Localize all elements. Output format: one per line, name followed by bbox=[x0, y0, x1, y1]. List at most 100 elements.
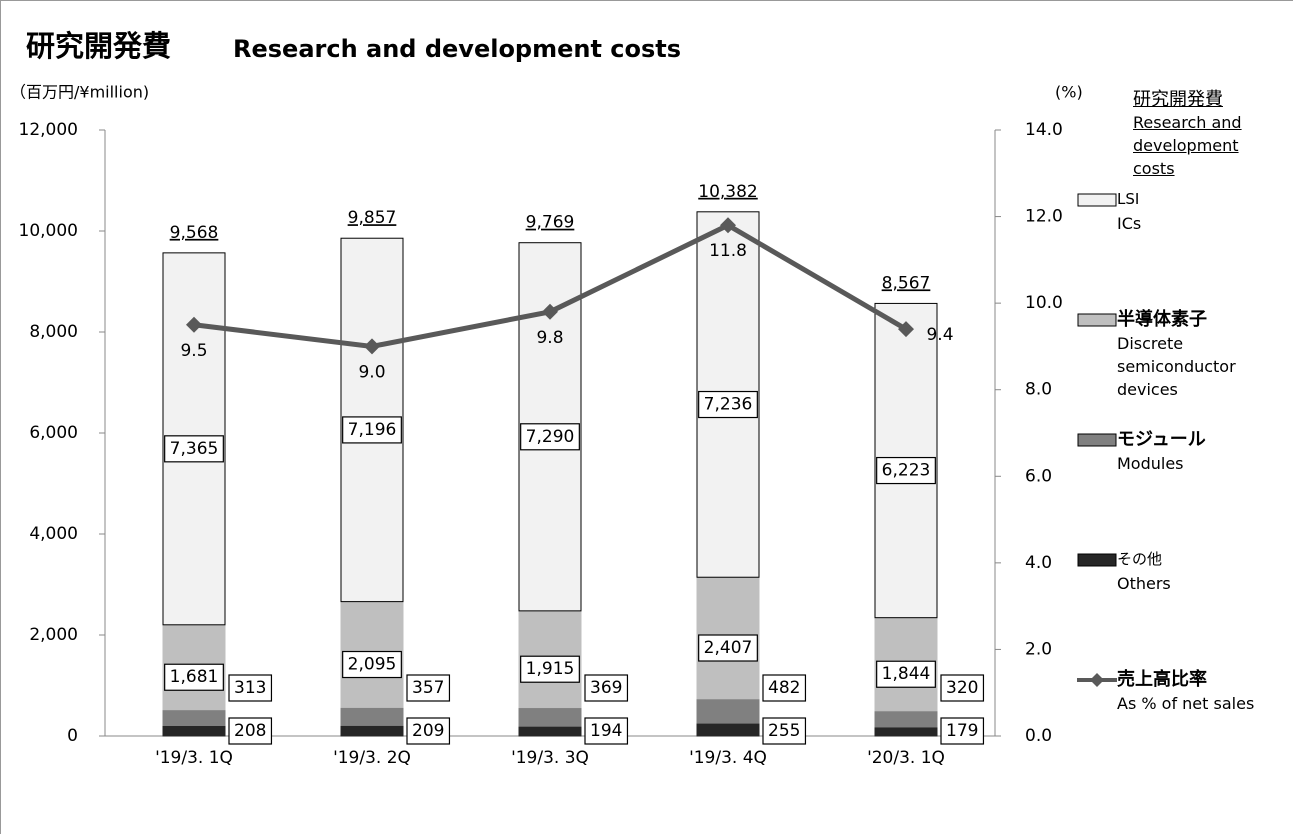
data-label-box bbox=[164, 435, 224, 463]
legend-name-en: Others bbox=[1117, 574, 1171, 593]
bar-segment bbox=[696, 698, 760, 724]
y2-axis-label: (%) bbox=[1055, 83, 1083, 102]
y2-tick-label: 6.0 bbox=[1025, 466, 1052, 486]
line-label: 9.0 bbox=[358, 362, 385, 382]
data-label-box bbox=[698, 390, 758, 419]
data-label-text: 320 bbox=[946, 678, 978, 698]
y2-tick-label: 8.0 bbox=[1025, 380, 1052, 400]
legend-name: モジュール bbox=[1117, 429, 1206, 450]
line-marker bbox=[898, 321, 914, 338]
x-tick-label: '19/3. 4Q bbox=[689, 748, 767, 768]
data-label-text: 7,236 bbox=[704, 395, 753, 415]
bar-segment bbox=[696, 722, 760, 737]
data-label-box bbox=[228, 674, 273, 702]
data-label: 320 bbox=[940, 674, 985, 702]
line-marker bbox=[720, 217, 736, 234]
data-label: 7,196 bbox=[342, 416, 402, 444]
data-label: 1,681 bbox=[164, 663, 224, 691]
line-label: 11.8 bbox=[709, 241, 747, 261]
data-label-text: 208 bbox=[234, 721, 266, 741]
data-label-box bbox=[762, 717, 807, 745]
line-marker bbox=[542, 303, 558, 320]
data-label-box bbox=[164, 663, 224, 691]
data-label-box bbox=[940, 717, 985, 745]
data-label-text: 2,407 bbox=[704, 638, 753, 658]
data-label: 6,223 bbox=[876, 456, 936, 485]
data-label-text: 209 bbox=[412, 721, 444, 741]
total-label: 9,568 bbox=[170, 223, 219, 243]
y2-tick-label: 14.0 bbox=[1025, 120, 1063, 140]
data-label-box bbox=[342, 650, 402, 679]
data-label: 1,915 bbox=[520, 655, 580, 683]
chart-title-en: Research and development costs bbox=[233, 35, 681, 63]
data-label-text: 7,196 bbox=[348, 420, 397, 440]
legend-name-en: ICs bbox=[1117, 214, 1142, 233]
bar-segment bbox=[340, 724, 404, 737]
data-label: 2,095 bbox=[342, 650, 402, 679]
bar-segment bbox=[340, 706, 404, 726]
bar-segment bbox=[874, 726, 938, 737]
legend-name-en: Discrete semiconductor devices bbox=[1117, 334, 1236, 399]
y-tick-label: 6,000 bbox=[29, 423, 78, 443]
line-label: 9.5 bbox=[180, 341, 207, 361]
y2-tick-label: 2.0 bbox=[1025, 639, 1052, 659]
total-label: 9,769 bbox=[526, 213, 575, 233]
y-tick-label: 4,000 bbox=[29, 524, 78, 544]
legend-title-en: Research and development costs bbox=[1133, 113, 1242, 178]
line-label: 9.8 bbox=[536, 328, 563, 348]
data-label: 482 bbox=[762, 674, 807, 702]
data-label-box bbox=[342, 416, 402, 444]
data-label-text: 7,290 bbox=[526, 427, 575, 447]
data-label: 357 bbox=[406, 674, 451, 702]
legend-swatch bbox=[1077, 193, 1117, 207]
data-label: 1,844 bbox=[876, 660, 936, 688]
data-label: 179 bbox=[940, 717, 985, 745]
y2-tick-label: 12.0 bbox=[1025, 207, 1063, 227]
data-label-box bbox=[584, 717, 629, 745]
bar-segment bbox=[162, 724, 226, 737]
data-label-box bbox=[584, 674, 629, 702]
line-marker bbox=[186, 316, 202, 333]
legend-name-en: Modules bbox=[1117, 454, 1184, 473]
data-label-box bbox=[876, 660, 936, 688]
data-label: 7,365 bbox=[164, 435, 224, 463]
data-label-box bbox=[762, 674, 807, 702]
line-marker bbox=[364, 338, 380, 355]
x-tick-label: '19/3. 2Q bbox=[333, 748, 411, 768]
legend-name: LSI bbox=[1117, 190, 1140, 208]
legend-marker bbox=[1090, 673, 1104, 687]
chart-title: 研究開発費 bbox=[26, 29, 171, 63]
legend-title: 研究開発費 Research and development costs bbox=[1133, 88, 1273, 180]
y2-tick-label: 0.0 bbox=[1025, 726, 1052, 746]
data-label-box bbox=[520, 423, 580, 451]
data-label: 7,236 bbox=[698, 390, 758, 419]
legend-name-en: As % of net sales bbox=[1117, 694, 1255, 713]
data-label-text: 1,844 bbox=[882, 664, 931, 684]
data-label-text: 179 bbox=[946, 721, 978, 741]
data-label-text: 1,681 bbox=[170, 667, 219, 687]
line-label: 9.4 bbox=[926, 325, 953, 345]
y-tick-label: 2,000 bbox=[29, 625, 78, 645]
data-label-text: 369 bbox=[590, 678, 622, 698]
data-label: 2,407 bbox=[698, 634, 758, 662]
y-tick-label: 0 bbox=[67, 726, 78, 746]
y-axis-label: （百万円/¥million) bbox=[10, 83, 149, 102]
bar-segment bbox=[874, 710, 938, 728]
x-tick-label: '19/3. 3Q bbox=[511, 748, 589, 768]
data-label-text: 255 bbox=[768, 721, 800, 741]
data-label-text: 482 bbox=[768, 678, 800, 698]
data-label: 369 bbox=[584, 674, 629, 702]
total-label: 9,857 bbox=[348, 208, 397, 228]
data-label-box bbox=[520, 655, 580, 683]
legend-name: その他 bbox=[1117, 550, 1163, 568]
y-tick-label: 8,000 bbox=[29, 322, 78, 342]
legend-swatch bbox=[1077, 433, 1117, 447]
y2-tick-label: 10.0 bbox=[1025, 293, 1063, 313]
bar-segment bbox=[518, 707, 582, 727]
data-label: 208 bbox=[228, 717, 273, 745]
data-label-text: 7,365 bbox=[170, 439, 219, 459]
data-label: 7,290 bbox=[520, 423, 580, 451]
total-label: 10,382 bbox=[698, 182, 757, 202]
